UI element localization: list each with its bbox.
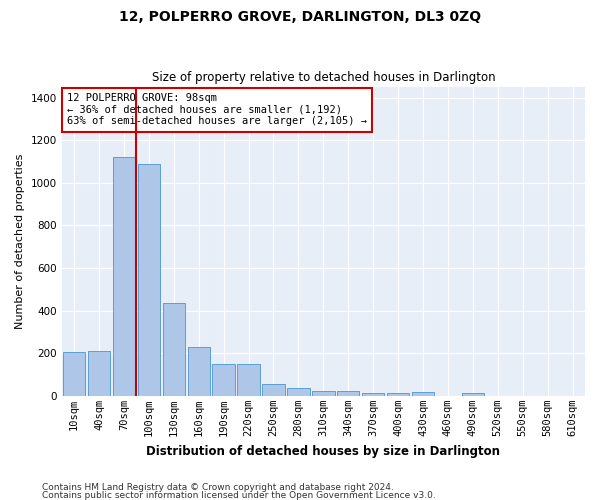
Bar <box>188 347 210 396</box>
Text: 12, POLPERRO GROVE, DARLINGTON, DL3 0ZQ: 12, POLPERRO GROVE, DARLINGTON, DL3 0ZQ <box>119 10 481 24</box>
Bar <box>461 392 484 396</box>
Title: Size of property relative to detached houses in Darlington: Size of property relative to detached ho… <box>152 72 495 85</box>
Bar <box>337 391 359 396</box>
X-axis label: Distribution of detached houses by size in Darlington: Distribution of detached houses by size … <box>146 444 500 458</box>
Text: Contains HM Land Registry data © Crown copyright and database right 2024.: Contains HM Land Registry data © Crown c… <box>42 484 394 492</box>
Bar <box>287 388 310 396</box>
Bar <box>212 364 235 396</box>
Bar <box>262 384 285 396</box>
Text: 12 POLPERRO GROVE: 98sqm
← 36% of detached houses are smaller (1,192)
63% of sem: 12 POLPERRO GROVE: 98sqm ← 36% of detach… <box>67 93 367 126</box>
Bar <box>238 364 260 396</box>
Bar <box>163 303 185 396</box>
Bar <box>63 352 85 396</box>
Bar <box>113 158 135 396</box>
Bar <box>88 351 110 396</box>
Bar <box>387 394 409 396</box>
Y-axis label: Number of detached properties: Number of detached properties <box>15 154 25 329</box>
Bar <box>137 164 160 396</box>
Text: Contains public sector information licensed under the Open Government Licence v3: Contains public sector information licen… <box>42 490 436 500</box>
Bar <box>362 394 385 396</box>
Bar <box>412 392 434 396</box>
Bar <box>312 390 335 396</box>
